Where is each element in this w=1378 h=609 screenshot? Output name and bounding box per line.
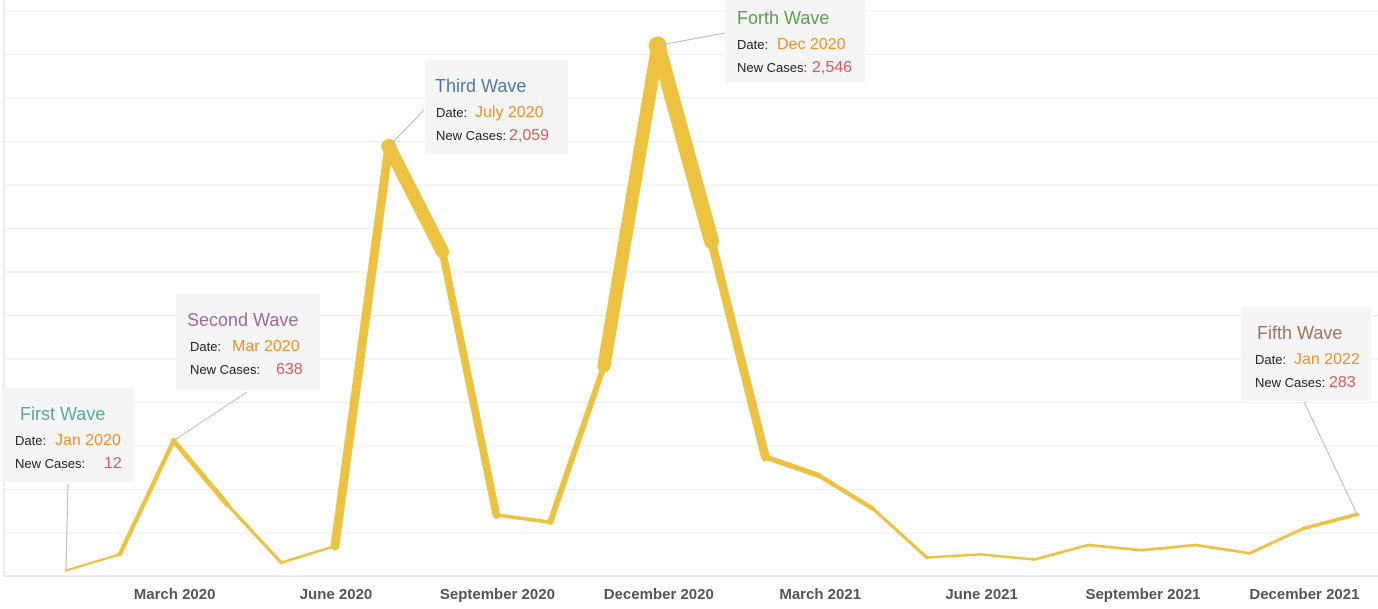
series-segment: [871, 507, 929, 560]
annotation-date-value: Jan 2020: [55, 432, 121, 449]
x-tick-label: September 2020: [440, 586, 555, 603]
annotation-date-value: Jan 2022: [1294, 351, 1360, 368]
data-point: [599, 361, 609, 370]
data-point: [762, 454, 769, 460]
annotation-second: Second Wave Date: Mar 2020 New Cases: 638: [176, 294, 320, 390]
series-segment: [117, 438, 176, 557]
annotation-title: Third Wave: [435, 76, 526, 96]
annotation-connector: [388, 109, 425, 147]
annotation-cases-value: 2,059: [509, 127, 549, 144]
annotation-title: Forth Wave: [737, 8, 829, 28]
data-point: [436, 246, 449, 258]
annotation-cases-value: 2,546: [812, 59, 852, 76]
series-segment: [707, 237, 770, 462]
data-point: [1140, 548, 1144, 552]
annotation-cases-key: New Cases:: [1255, 375, 1325, 390]
annotation-box: [176, 294, 320, 390]
annotation-date-key: Date:: [15, 433, 46, 448]
series-line: [64, 36, 1360, 572]
annotations: First Wave Date: Jan 2020 New Cases: 12 Secon…: [2, 0, 1371, 571]
data-point: [118, 553, 122, 556]
annotation-date-key: Date:: [190, 339, 221, 354]
data-point: [280, 561, 283, 564]
annotation-box: [1241, 307, 1371, 401]
series-segment: [1140, 543, 1198, 552]
series-segment: [330, 141, 394, 551]
x-tick-label: March 2021: [779, 586, 861, 603]
data-point: [333, 544, 337, 548]
annotation-date-key: Date:: [737, 37, 768, 52]
annotation-date-value: Dec 2020: [777, 36, 846, 53]
series-segment: [597, 38, 665, 373]
series-segment: [650, 38, 720, 250]
annotation-cases-key: New Cases:: [15, 456, 85, 471]
data-point: [1194, 543, 1198, 547]
series-segment: [494, 513, 553, 525]
annotation-cases-value: 283: [1329, 374, 1356, 391]
annotation-date-value: July 2020: [475, 104, 544, 121]
annotation-title: First Wave: [20, 404, 105, 424]
x-tick-label: December 2021: [1249, 586, 1359, 603]
x-tick-label: June 2021: [945, 586, 1018, 603]
series-segment: [64, 553, 121, 572]
annotation-cases-key: New Cases:: [737, 60, 807, 75]
series-segment: [979, 553, 1036, 561]
data-point: [170, 437, 177, 444]
series-segment: [1194, 543, 1251, 555]
annotation-box: [2, 388, 134, 482]
data-point: [548, 520, 552, 525]
series-segment: [547, 362, 607, 526]
annotation-connector: [657, 32, 726, 47]
data-point: [871, 506, 875, 511]
x-tick-label: June 2020: [300, 586, 373, 603]
x-tick-label: September 2021: [1085, 586, 1200, 603]
annotation-date-key: Date:: [436, 105, 467, 120]
annotation-box: [425, 60, 568, 154]
annotation-first: First Wave Date: Jan 2020 New Cases: 12: [2, 388, 134, 482]
data-point: [816, 473, 822, 479]
data-point: [1086, 543, 1090, 547]
data-point: [225, 502, 230, 507]
annotation-fifth: Fifth Wave Date: Jan 2022 New Cases: 283: [1241, 307, 1371, 401]
annotation-cases-value: 12: [104, 455, 122, 472]
annotation-connector: [173, 391, 248, 442]
annotation-date-key: Date:: [1255, 352, 1286, 367]
data-point: [494, 513, 499, 517]
data-point: [979, 553, 982, 556]
x-tick-label: December 2020: [604, 586, 714, 603]
data-point: [1301, 526, 1306, 531]
annotation-forth: Forth Wave Date: Dec 2020 New Cases: 2,546: [726, 0, 865, 83]
series-segment: [279, 544, 337, 564]
x-tick-label: March 2020: [134, 586, 216, 603]
series-segment: [925, 553, 982, 559]
annotation-cases-key: New Cases:: [436, 128, 506, 143]
annotation-title: Second Wave: [187, 310, 298, 330]
data-point: [925, 556, 929, 559]
data-point: [705, 235, 718, 248]
annotation-date-value: Mar 2020: [232, 338, 300, 355]
series-segment: [762, 454, 822, 479]
x-axis-ticks: March 2020 June 2020 September 2020 Decembe…: [134, 586, 1360, 603]
series-segment: [1248, 526, 1305, 555]
annotation-connector: [65, 483, 69, 571]
annotation-cases-key: New Cases:: [190, 362, 260, 377]
series-segment: [225, 503, 283, 565]
annotation-box: [726, 0, 865, 83]
data-point: [1033, 558, 1036, 561]
annotation-title: Fifth Wave: [1257, 323, 1342, 343]
annotation-connector: [1303, 401, 1358, 515]
data-point: [1248, 552, 1251, 555]
series-segment: [438, 248, 501, 519]
annotation-third: Third Wave Date: July 2020 New Cases: 2,059: [425, 60, 568, 154]
series-segment: [1033, 543, 1090, 561]
series-segment: [1301, 512, 1359, 531]
series-segment: [382, 139, 450, 259]
series-segment: [1086, 543, 1144, 552]
series-segment: [171, 438, 230, 508]
series-segment: [816, 473, 876, 512]
gridlines: [4, 10, 1378, 577]
annotation-cases-value: 638: [276, 361, 303, 378]
